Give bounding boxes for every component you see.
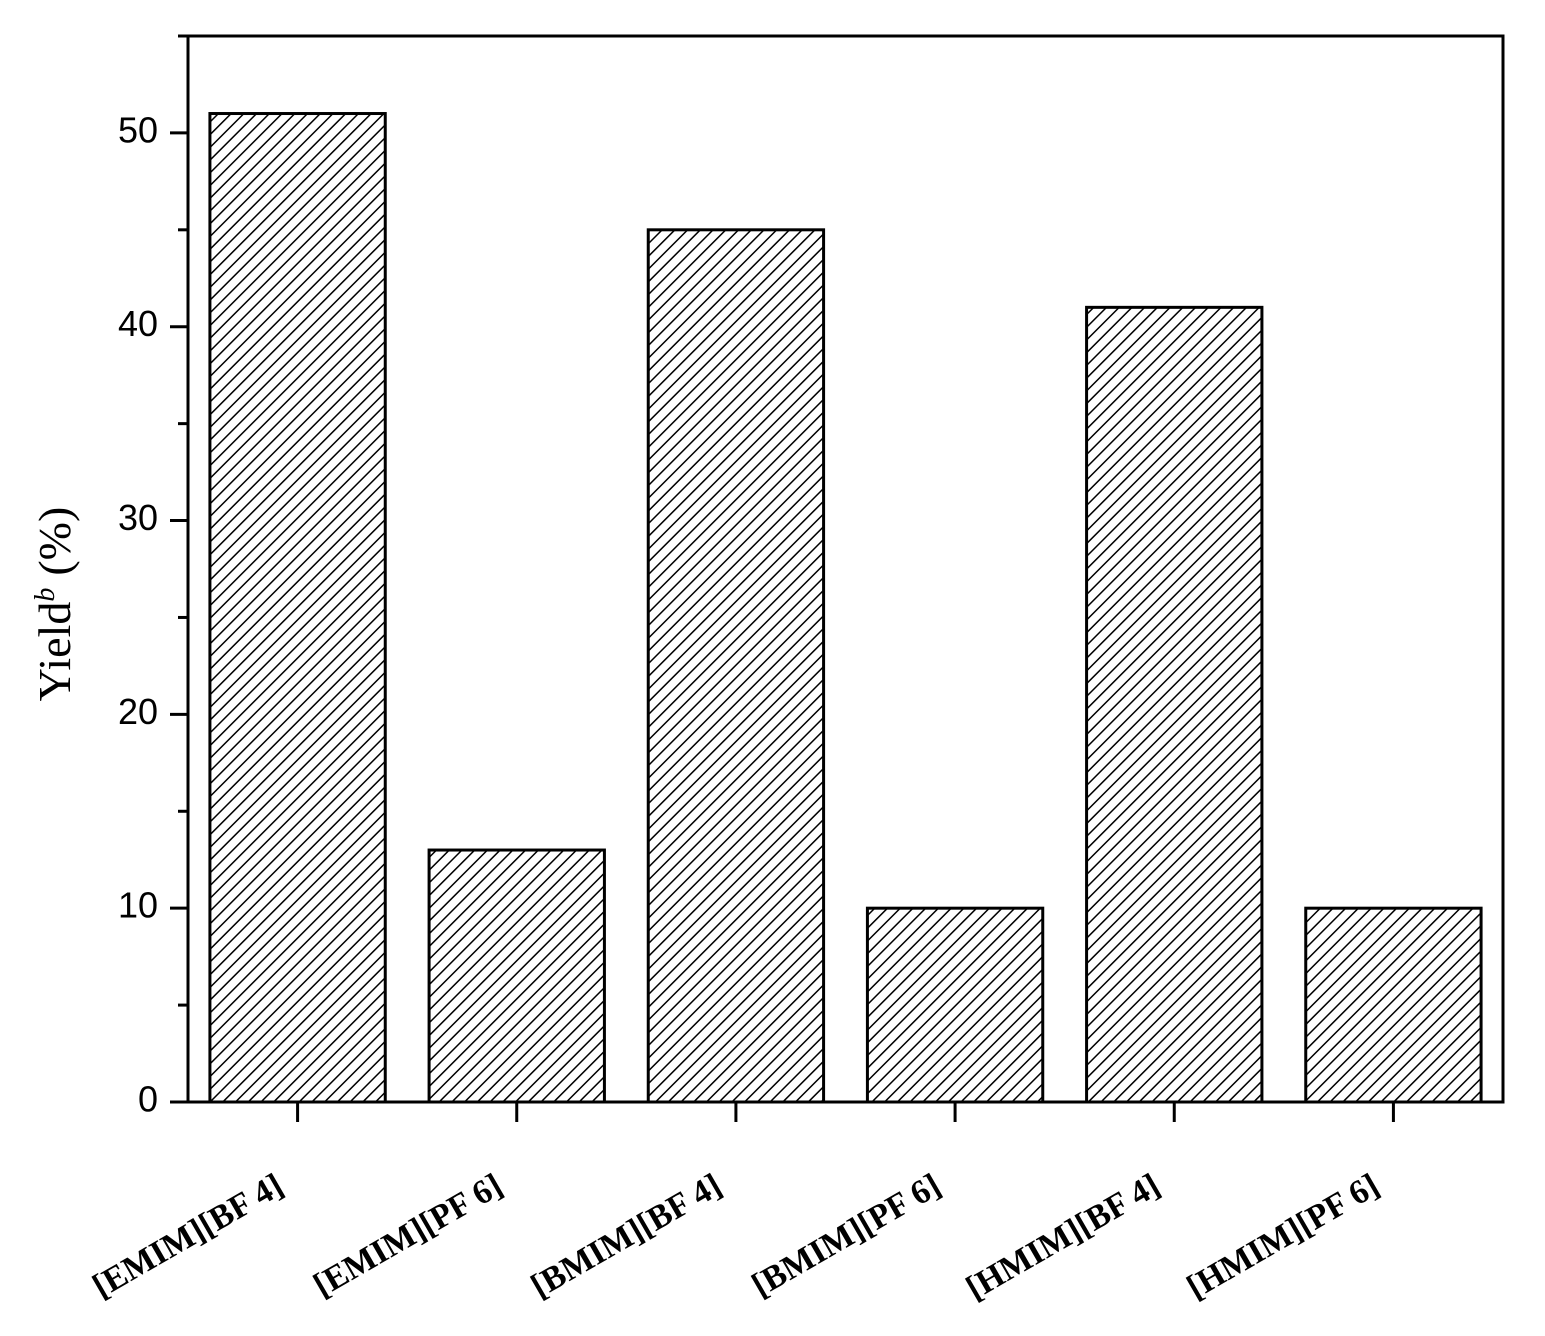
x-tick-label: [EMIM][PF 6]	[307, 1167, 508, 1305]
bar	[1304, 906, 1483, 1104]
x-tick-label: [EMIM][BF 4]	[87, 1167, 290, 1306]
x-tick-label: [BMIM][PF 6]	[746, 1167, 947, 1305]
y-label-unit: (%)	[29, 507, 80, 576]
y-tick-label: 40	[118, 303, 158, 344]
bar	[208, 112, 387, 1104]
x-tick-label: [HMIM][PF 6]	[1181, 1167, 1386, 1307]
y-axis-label: Yieldb (%)	[29, 507, 80, 702]
x-tick-label: [BMIM][BF 4]	[525, 1167, 728, 1306]
x-tick-label: [HMIM][BF 4]	[960, 1167, 1166, 1307]
y-tick-label: 50	[118, 109, 158, 150]
y-label-text: Yield	[29, 602, 80, 702]
plot-frame	[186, 34, 1505, 1104]
y-tick-label: 30	[118, 497, 158, 538]
y-tick-label: 20	[118, 691, 158, 732]
bar	[427, 848, 606, 1104]
bar	[1085, 305, 1264, 1104]
y-tick-label: 10	[118, 885, 158, 926]
y-tick-label: 0	[138, 1079, 158, 1120]
bar	[865, 906, 1045, 1104]
bar	[646, 228, 826, 1104]
y-label-superscript: b	[30, 588, 61, 602]
